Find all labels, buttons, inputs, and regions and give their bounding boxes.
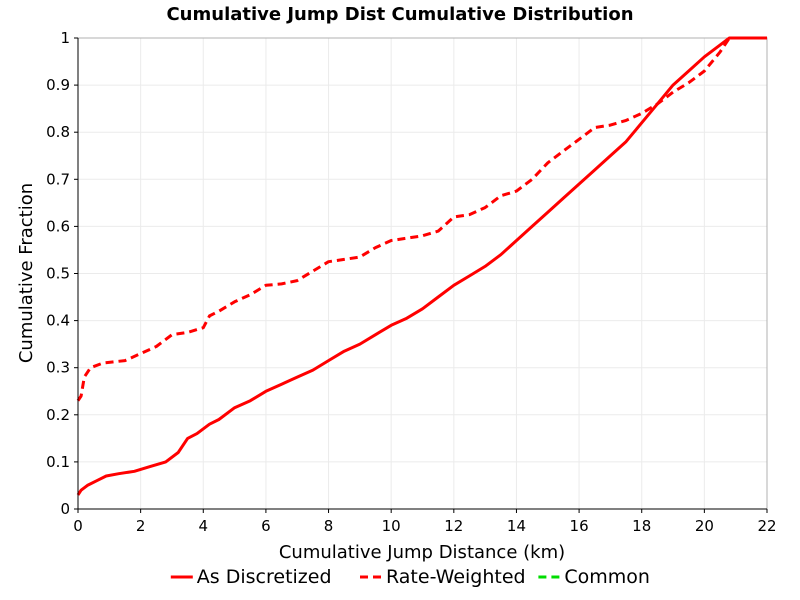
y-tick-label: 0.7	[46, 170, 70, 188]
y-axis-ticks: 0 0.1 0.2 0.3 0.4 0.5 0.6 0.7 0.8 0.9 1	[46, 29, 78, 518]
legend: As Discretized Rate-Weighted Common	[170, 566, 650, 588]
y-tick-label: 1	[60, 29, 70, 47]
y-tick-label: 0.8	[46, 123, 70, 141]
x-axis-label: Cumulative Jump Distance (km)	[279, 542, 565, 563]
x-tick-label: 12	[444, 517, 463, 535]
x-tick-label: 22	[757, 517, 776, 535]
y-tick-label: 0.5	[46, 265, 70, 283]
x-tick-label: 16	[570, 517, 589, 535]
legend-label: Rate-Weighted	[386, 566, 526, 588]
x-tick-label: 20	[695, 517, 714, 535]
x-tick-label: 0	[73, 517, 83, 535]
x-axis-ticks: 0 2 4 6 8 10 12 14 16 18 20 22	[73, 509, 777, 535]
legend-item-common: Common	[538, 566, 650, 588]
x-tick-label: 6	[261, 517, 271, 535]
y-tick-label: 0.9	[46, 76, 70, 94]
y-axis-label: Cumulative Fraction	[16, 183, 37, 363]
x-tick-label: 18	[632, 517, 651, 535]
x-tick-label: 2	[136, 517, 146, 535]
series-layer	[76, 36, 767, 496]
x-tick-label: 10	[382, 517, 401, 535]
y-tick-label: 0.6	[46, 217, 70, 235]
series-line-rate-weighted	[76, 36, 767, 402]
series-line-as-discretized	[76, 36, 767, 496]
legend-item-as-discretized: As Discretized	[170, 566, 332, 588]
y-tick-label: 0.3	[46, 359, 70, 377]
x-tick-label: 14	[507, 517, 526, 535]
y-tick-label: 0	[60, 500, 70, 518]
legend-label: As Discretized	[197, 566, 332, 588]
y-tick-label: 0.4	[46, 312, 70, 330]
x-tick-label: 4	[198, 517, 208, 535]
y-tick-label: 0.2	[46, 406, 70, 424]
chart-title: Cumulative Jump Dist Cumulative Distribu…	[166, 4, 633, 25]
x-tick-label: 8	[324, 517, 334, 535]
legend-label: Common	[564, 566, 650, 588]
legend-item-rate-weighted: Rate-Weighted	[360, 566, 526, 588]
y-tick-label: 0.1	[46, 453, 70, 471]
